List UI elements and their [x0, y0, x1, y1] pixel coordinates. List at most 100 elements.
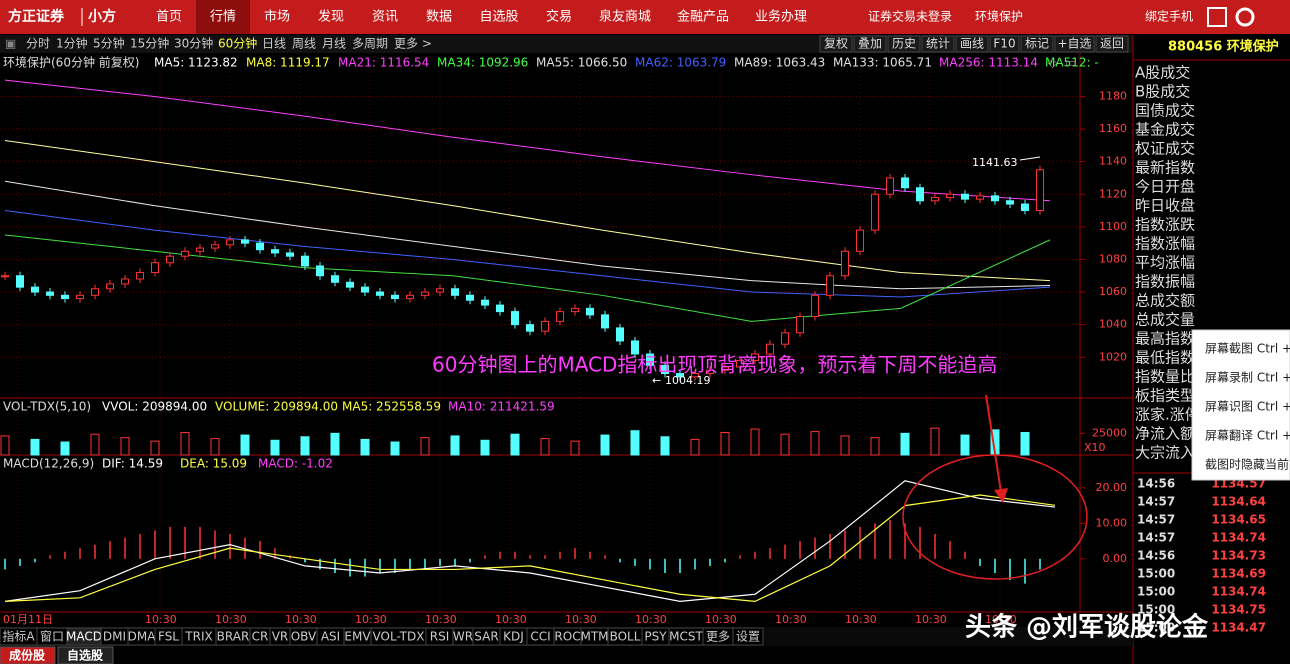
indicator-tab-label[interactable]: TRIX	[184, 630, 212, 644]
candle	[886, 177, 894, 195]
ma-line	[4, 139, 1051, 282]
menu-item[interactable]: 截图时隐藏当前	[1205, 457, 1289, 472]
tick-price: 1134.75	[1211, 603, 1266, 617]
nav-item[interactable]: 自选股	[479, 10, 518, 25]
indicator-tab-label[interactable]: WR	[453, 630, 473, 644]
bottom-tab-label[interactable]: 自选股	[67, 648, 104, 663]
candle	[226, 239, 234, 246]
indicator-tab-label[interactable]: 窗口	[40, 630, 64, 644]
tool-btn-label[interactable]: 历史	[892, 37, 916, 51]
indicator-tab-label[interactable]: BRAR	[217, 630, 250, 644]
tool-btn-label[interactable]: 画线	[960, 37, 984, 51]
period-tab[interactable]: 30分钟	[174, 36, 213, 51]
indicator-tab-label[interactable]: BOLL	[610, 630, 641, 644]
nav-item[interactable]: 市场	[264, 9, 290, 25]
period-tab[interactable]: 日线	[262, 37, 286, 51]
candle	[1006, 200, 1014, 205]
nav-right[interactable]: 证券交易未登录	[868, 9, 952, 24]
volume-bar	[270, 439, 280, 456]
menu-item[interactable]: 屏幕识图 Ctrl +	[1205, 400, 1290, 414]
nav-item[interactable]: 泉友商城	[599, 9, 651, 25]
indicator-tab-label[interactable]: VOL-TDX	[373, 630, 425, 644]
period-tab[interactable]: 周线	[292, 37, 316, 51]
indicator-tab-label[interactable]: 设置	[736, 630, 760, 644]
tool-btn-label[interactable]: 复权	[824, 37, 848, 51]
candle	[826, 275, 834, 296]
period-tab[interactable]: 更多 >	[394, 37, 432, 51]
nav-item[interactable]: 资讯	[372, 10, 398, 25]
indicator-tab	[732, 627, 764, 646]
nav-item[interactable]: 行情	[210, 10, 236, 25]
legend-entry: VVOL: 209894.00	[102, 400, 207, 414]
panel-label: 大宗流入	[1135, 444, 1195, 462]
period-tab[interactable]: 月线	[322, 37, 346, 51]
y-tick-label: 1040	[1099, 318, 1127, 331]
nav-item[interactable]: 业务办理	[755, 9, 807, 25]
candle	[871, 193, 879, 231]
menu-item[interactable]: 屏幕截图 Ctrl +	[1205, 342, 1290, 356]
tool-btn-label[interactable]: 返回	[1100, 37, 1124, 51]
indicator-tab-label[interactable]: MACD	[66, 630, 102, 644]
ma-line	[4, 234, 1051, 322]
tool-btn	[921, 35, 955, 53]
candle	[61, 294, 69, 300]
bottom-tab-label[interactable]: 成份股	[9, 648, 46, 663]
indicator-tab-label[interactable]: CR	[252, 630, 269, 644]
indicator-tab-label[interactable]: 指标A	[2, 629, 35, 644]
nav-phone[interactable]: 绑定手机	[1145, 9, 1193, 24]
y-tick-label: 1100	[1099, 220, 1127, 233]
indicator-tab-label[interactable]: ROC	[554, 630, 580, 644]
legend-entry: MA5: 1123.82	[154, 56, 238, 70]
nav-right[interactable]: 环境保护	[975, 9, 1023, 24]
candle	[811, 294, 819, 317]
nav-item[interactable]: 金融产品	[677, 9, 729, 25]
indicator-tab-label[interactable]: DMA	[128, 630, 157, 644]
volume-bar	[960, 434, 970, 456]
indicator-tab-label[interactable]: OBV	[291, 630, 317, 644]
indicator-tab-label[interactable]: RSI	[430, 630, 450, 644]
candle	[466, 294, 474, 301]
indicator-tab-label[interactable]: KDJ	[503, 630, 524, 644]
panel-label: 昨日收盘	[1135, 197, 1195, 215]
tool-btn-label[interactable]: 标记	[1025, 37, 1049, 51]
tool-btn-label[interactable]: 叠加	[858, 37, 882, 51]
tool-btn-label[interactable]: F10	[993, 37, 1015, 51]
volume-bar	[630, 430, 640, 456]
indicator-tab-label[interactable]: SAR	[474, 630, 498, 644]
bottom-tab	[57, 646, 114, 664]
period-tab[interactable]: 多周期	[352, 37, 388, 51]
candle	[691, 373, 699, 378]
candle	[421, 291, 429, 296]
tick-price: 1134.65	[1211, 513, 1266, 527]
indicator-tab-label[interactable]: EMV	[344, 630, 371, 644]
menu-item[interactable]: 屏幕录制 Ctrl +	[1205, 371, 1290, 385]
indicator-tab-label[interactable]: FSL	[158, 630, 179, 644]
indicator-tab-label[interactable]: ASI	[321, 630, 340, 644]
indicator-tab-label[interactable]: VR	[272, 630, 289, 644]
indicator-tab-label[interactable]: DMI	[103, 630, 126, 644]
chart-control: ◇	[1048, 56, 1058, 70]
tool-btn-label[interactable]: 统计	[926, 37, 950, 51]
menu-item[interactable]: 屏幕翻译 Ctrl +	[1205, 429, 1290, 443]
tick-time: 14:57	[1137, 513, 1175, 527]
nav-item[interactable]: 发现	[318, 9, 344, 25]
period-tab[interactable]: 5分钟	[93, 36, 125, 51]
indicator-tab-label[interactable]: 更多	[706, 630, 730, 644]
indicator-tab-label[interactable]: MTM	[580, 630, 608, 644]
period-tab[interactable]: 1分钟	[56, 36, 88, 51]
candle	[601, 314, 609, 329]
period-tab[interactable]: 15分钟	[130, 36, 169, 51]
time-label: 10:30	[495, 613, 527, 626]
tool-btn-label[interactable]: +自选	[1057, 37, 1091, 51]
nav-item[interactable]: 首页	[156, 10, 182, 25]
indicator-tab-label[interactable]: CCI	[530, 630, 550, 644]
indicator-tab-label[interactable]: MCST	[669, 630, 703, 644]
period-tab[interactable]: 60分钟	[218, 36, 257, 51]
max-arrow	[1019, 156, 1041, 161]
legend-entry: MA256: 1113.14	[939, 56, 1038, 70]
indicator-tab-label[interactable]: PSY	[644, 630, 667, 644]
nav-item[interactable]: 交易	[546, 9, 572, 25]
period-tab[interactable]: 分时	[26, 37, 50, 51]
nav-item[interactable]: 数据	[426, 10, 452, 25]
